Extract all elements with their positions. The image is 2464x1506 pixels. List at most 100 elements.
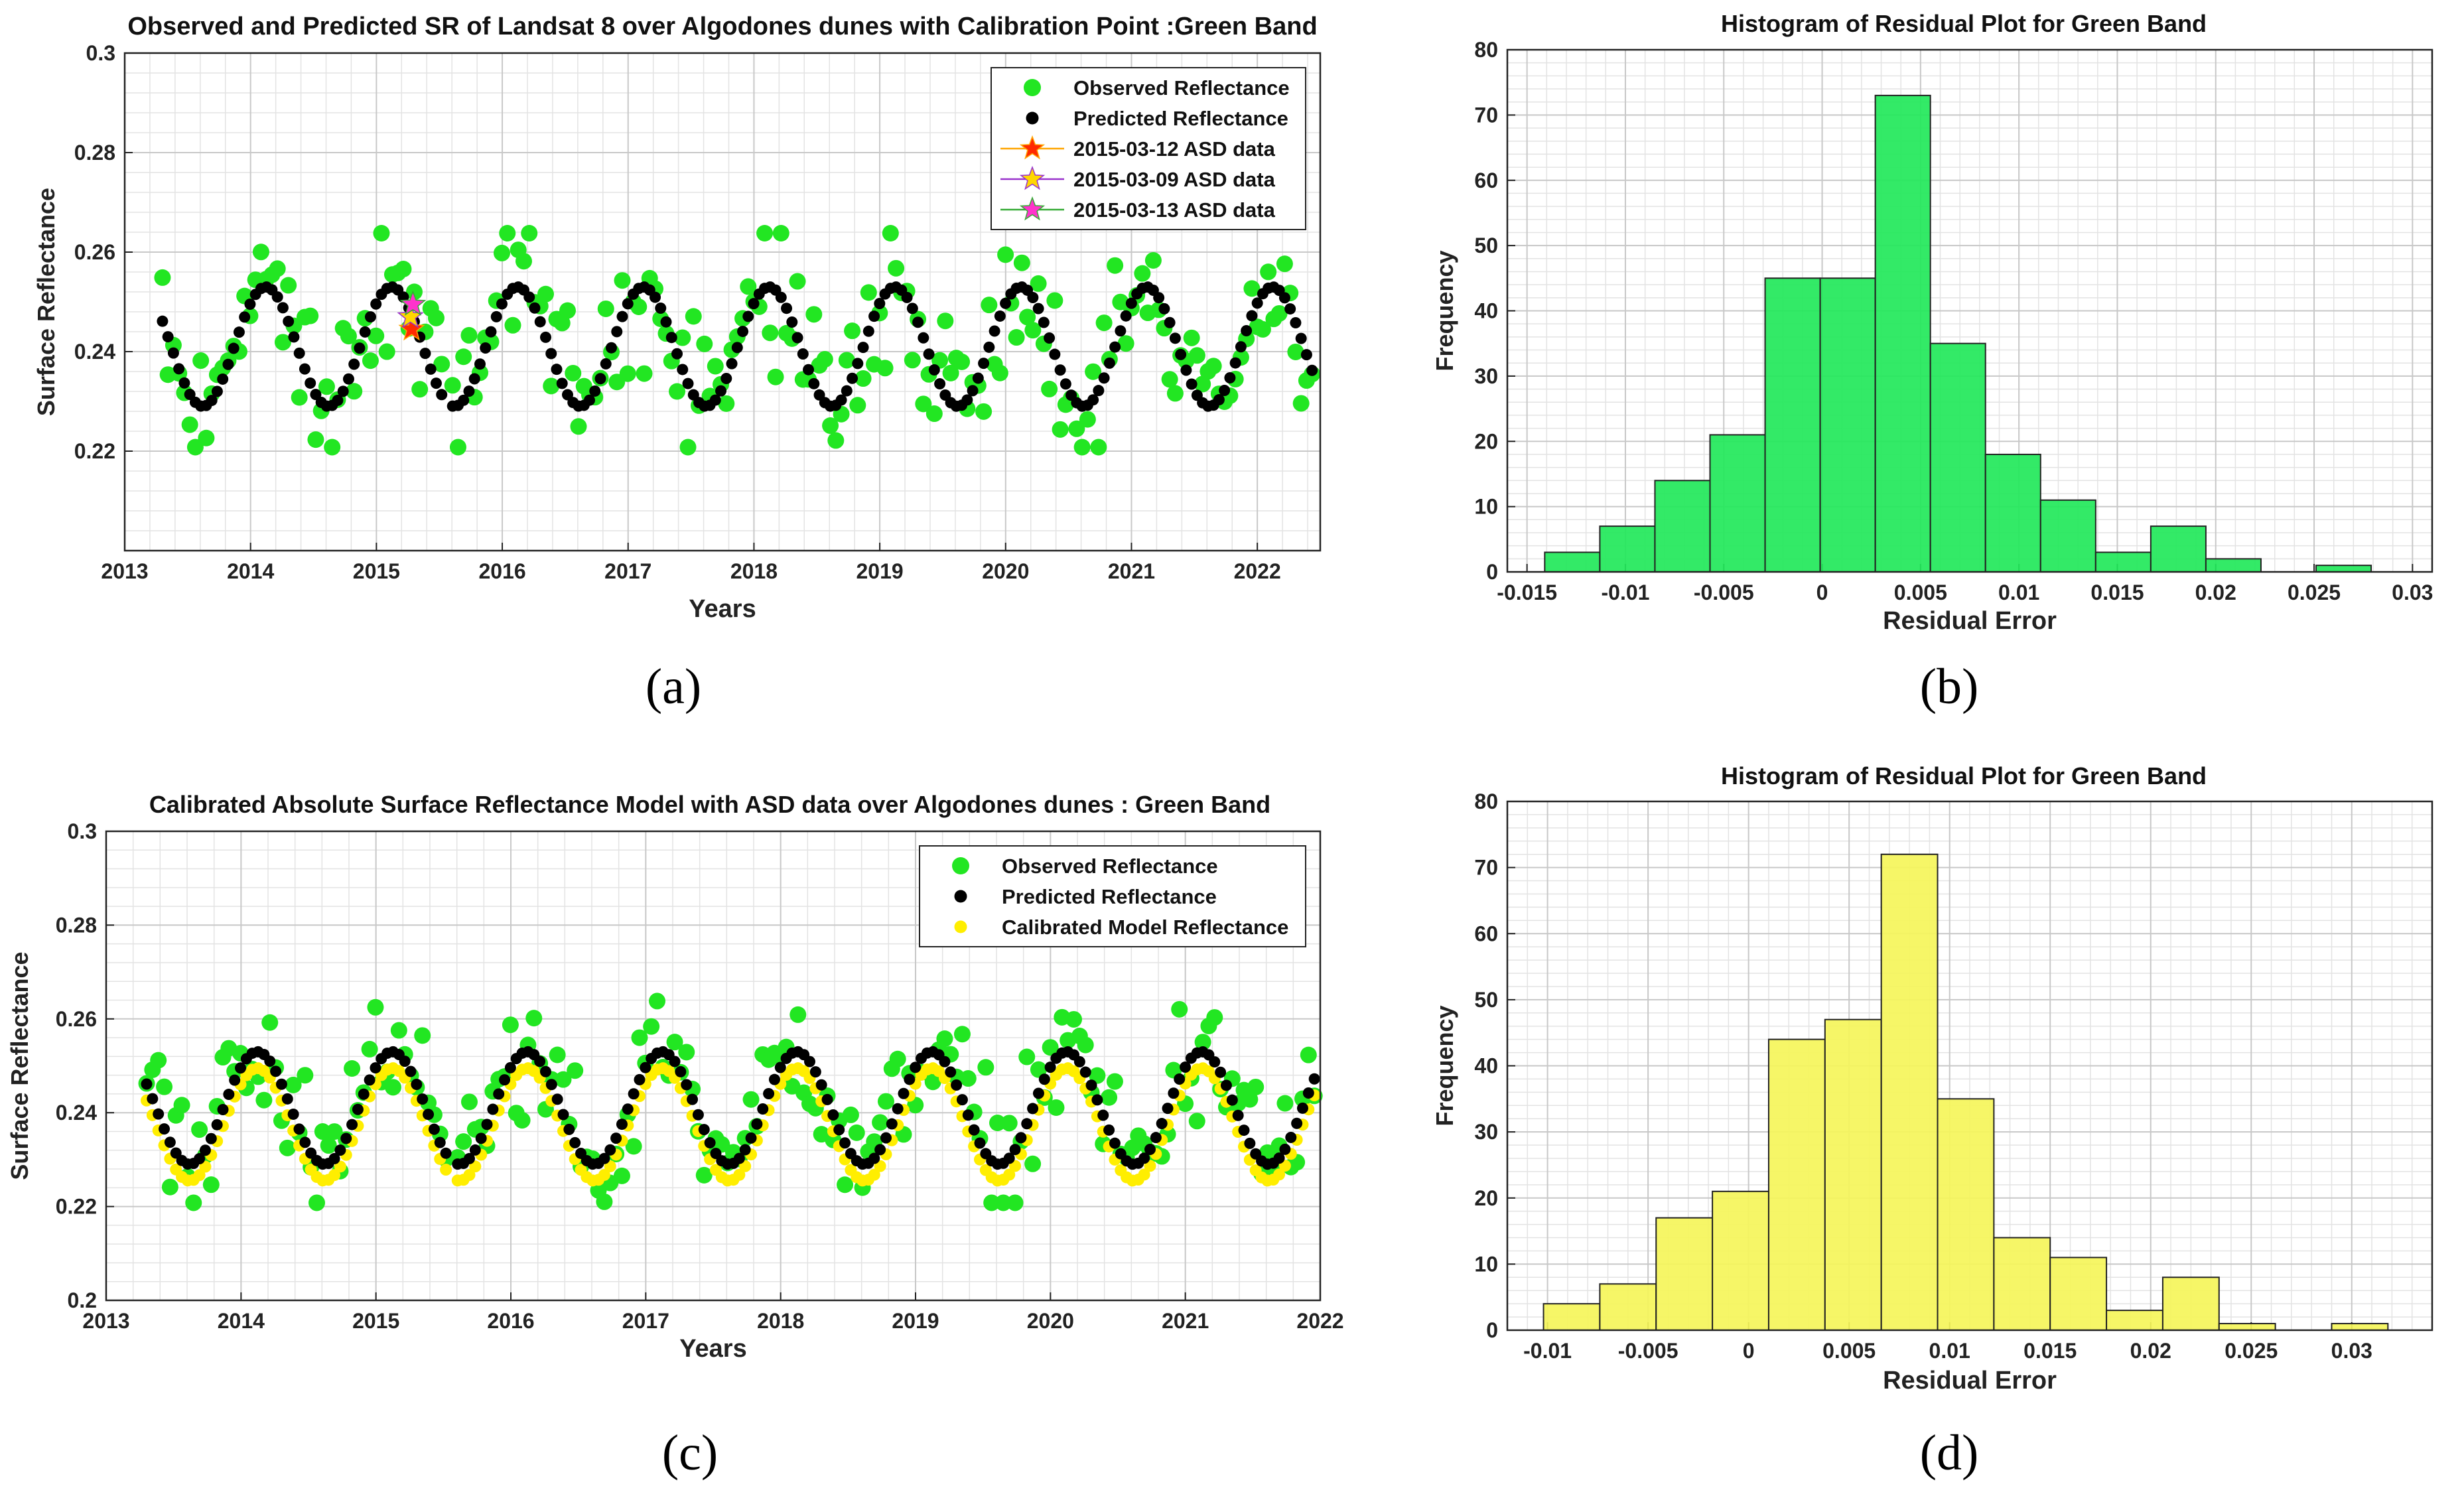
predicted-point xyxy=(370,298,382,310)
predicted-point xyxy=(1044,1061,1056,1073)
calibrated-point xyxy=(463,1169,476,1182)
predicted-point xyxy=(474,358,486,370)
x-tick-label: 2019 xyxy=(892,1309,939,1333)
predicted-point xyxy=(655,302,667,314)
observed-point xyxy=(367,998,384,1016)
predicted-point xyxy=(1138,1152,1150,1164)
predicted-point xyxy=(223,1089,235,1101)
predicted-point xyxy=(425,363,437,375)
predicted-point xyxy=(551,1093,563,1105)
observed-point xyxy=(1205,358,1222,375)
predicted-point xyxy=(283,315,295,327)
predicted-point xyxy=(1251,297,1263,309)
observed-point xyxy=(154,269,171,286)
predicted-point xyxy=(1244,1137,1256,1149)
predicted-point xyxy=(1093,385,1105,397)
observed-point xyxy=(1188,1113,1205,1130)
predicted-point xyxy=(534,316,546,328)
observed-point xyxy=(1042,1039,1059,1056)
predicted-point xyxy=(1103,1124,1115,1136)
predicted-point xyxy=(584,394,596,406)
observed-point xyxy=(565,364,582,381)
observed-point xyxy=(513,1112,531,1129)
observed-point xyxy=(816,351,833,368)
observed-point xyxy=(570,418,587,435)
observed-point xyxy=(838,352,855,369)
observed-point xyxy=(314,1123,331,1140)
histogram-bar xyxy=(1544,551,1601,573)
x-tick-label: 0.03 xyxy=(2392,581,2433,604)
predicted-point xyxy=(606,342,618,354)
predicted-point xyxy=(1302,1087,1314,1099)
predicted-point xyxy=(1175,348,1187,360)
predicted-point xyxy=(994,310,1006,322)
observed-point xyxy=(991,364,1008,381)
observed-point xyxy=(1024,322,1042,339)
axes-frame xyxy=(1506,800,2433,1332)
predicted-point xyxy=(835,394,847,406)
observed-point xyxy=(1013,254,1030,271)
observed-point xyxy=(543,377,560,395)
predicted-point xyxy=(1038,1073,1050,1085)
histogram-bar xyxy=(2106,1310,2163,1332)
predicted-point xyxy=(589,385,601,397)
legend-marker xyxy=(954,890,967,903)
y-tick-label: 0.22 xyxy=(56,1195,97,1219)
predicted-point xyxy=(271,291,283,303)
predicted-point xyxy=(604,1144,616,1156)
observed-point xyxy=(1292,395,1310,412)
legend-marker xyxy=(1019,165,1046,190)
observed-point xyxy=(630,298,648,315)
predicted-point xyxy=(610,1132,622,1144)
predicted-point xyxy=(1162,1103,1174,1115)
predicted-point xyxy=(430,377,442,389)
legend: Observed Reflectance Predicted Reflectanc… xyxy=(919,845,1306,947)
predicted-point xyxy=(1079,1066,1091,1078)
observed-point xyxy=(1161,371,1178,388)
predicted-point xyxy=(827,1109,839,1121)
predicted-point xyxy=(293,1123,305,1135)
predicted-point xyxy=(833,1124,845,1136)
predicted-point xyxy=(880,1132,892,1144)
axes-frame xyxy=(105,830,1322,1302)
predicted-point xyxy=(1120,310,1132,322)
x-tick-label: 2013 xyxy=(101,559,148,583)
x-tick-label: 2018 xyxy=(730,559,778,583)
histogram-bar xyxy=(1655,1217,1714,1331)
observed-point xyxy=(1068,420,1085,437)
predicted-point xyxy=(370,1062,381,1074)
observed-point xyxy=(1030,275,1047,292)
predicted-point xyxy=(640,1061,651,1073)
x-tick-label: 2013 xyxy=(82,1309,129,1333)
legend-label: Predicted Reflectance xyxy=(1073,107,1288,130)
observed-point xyxy=(789,1006,807,1023)
observed-point xyxy=(1194,376,1211,393)
predicted-point xyxy=(715,385,727,397)
observed-point xyxy=(280,277,297,294)
predicted-point xyxy=(671,348,683,360)
observed-point xyxy=(449,439,466,456)
calibrated-point xyxy=(440,1164,452,1176)
observed-point xyxy=(285,1076,302,1093)
observed-point xyxy=(848,1124,865,1141)
predicted-point xyxy=(468,373,480,385)
predicted-point xyxy=(775,291,787,303)
observed-point xyxy=(983,1194,1000,1211)
histogram-bar xyxy=(1654,480,1711,573)
y-tick-label: 40 xyxy=(1474,299,1498,323)
x-tick-label: 0.01 xyxy=(1998,581,2039,604)
predicted-point xyxy=(745,1132,757,1144)
predicted-point xyxy=(1296,1102,1308,1114)
observed-point xyxy=(361,1040,378,1058)
predicted-point xyxy=(493,1088,505,1100)
observed-point xyxy=(989,1114,1006,1131)
y-tick-label: 0.26 xyxy=(56,1007,97,1031)
predicted-point xyxy=(463,1152,475,1164)
axes-frame xyxy=(123,52,1322,552)
legend-label: 2015-03-12 ASD data xyxy=(1073,137,1276,161)
chart-title: Histogram of Residual Plot for Green Ban… xyxy=(1721,762,2207,789)
x-tick-label: 2020 xyxy=(1027,1309,1074,1333)
predicted-point xyxy=(815,1079,827,1091)
x-tick-label: -0.015 xyxy=(1497,581,1557,604)
observed-point xyxy=(378,343,395,360)
